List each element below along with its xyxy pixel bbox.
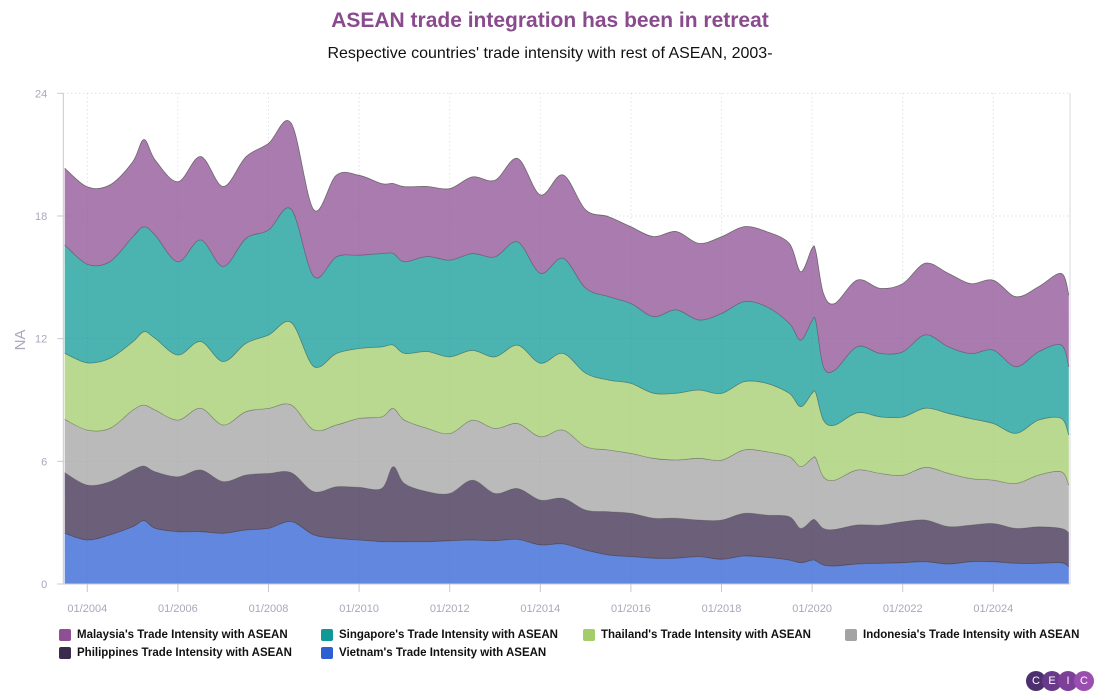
area-thailand[interactable]: [64, 321, 1069, 486]
y-tick-label: 6: [41, 456, 47, 468]
area-singapore[interactable]: [64, 207, 1069, 435]
area-philippines[interactable]: [64, 465, 1069, 567]
logo-letter: C: [1026, 671, 1046, 691]
y-tick-label: 24: [35, 88, 47, 100]
legend-swatch: [59, 647, 71, 659]
x-tick-label: 01/2012: [430, 603, 470, 615]
area-vietnam[interactable]: [64, 520, 1069, 584]
y-axis-label: NA: [12, 330, 29, 351]
logo-letter: I: [1058, 671, 1078, 691]
x-tick-label: 01/2018: [702, 603, 742, 615]
x-tick-label: 01/2020: [792, 603, 832, 615]
legend-label: Vietnam's Trade Intensity with ASEAN: [339, 647, 547, 659]
legend-swatch: [845, 629, 857, 641]
y-tick-label: 12: [35, 334, 47, 346]
legend-swatch: [321, 647, 333, 659]
legend-swatch: [583, 629, 595, 641]
areas: [64, 120, 1070, 584]
legend-item[interactable]: Philippines Trade Intensity with ASEAN: [59, 647, 292, 659]
chart-title: ASEAN trade integration has been in retr…: [331, 9, 769, 32]
legend-label: Philippines Trade Intensity with ASEAN: [77, 647, 292, 659]
x-tick-label: 01/2014: [520, 603, 560, 615]
legend-item[interactable]: Singapore's Trade Intensity with ASEAN: [321, 629, 558, 641]
x-tick-label: 01/2024: [973, 603, 1013, 615]
x-tick-label: 01/2006: [158, 603, 198, 615]
legend-item[interactable]: Thailand's Trade Intensity with ASEAN: [583, 629, 811, 641]
x-tick-label: 01/2010: [339, 603, 379, 615]
area-indonesia[interactable]: [64, 403, 1069, 533]
logo-letter: C: [1074, 671, 1094, 691]
legend-swatch: [59, 629, 71, 641]
y-tick-label: 18: [35, 211, 47, 223]
x-tick-label: 01/2008: [249, 603, 289, 615]
line-malaysia: [64, 120, 1070, 305]
area-malaysia[interactable]: [64, 120, 1069, 373]
legend-label: Malaysia's Trade Intensity with ASEAN: [77, 629, 288, 641]
legend-label: Thailand's Trade Intensity with ASEAN: [601, 629, 811, 641]
chart-subtitle: Respective countries' trade intensity wi…: [327, 45, 773, 62]
legend-item[interactable]: Malaysia's Trade Intensity with ASEAN: [59, 629, 288, 641]
legend-item[interactable]: Indonesia's Trade Intensity with ASEAN: [845, 629, 1079, 641]
legend-swatch: [321, 629, 333, 641]
x-tick-label: 01/2004: [67, 603, 107, 615]
logo-letter: E: [1042, 671, 1062, 691]
legend-label: Indonesia's Trade Intensity with ASEAN: [863, 629, 1080, 641]
legend-item[interactable]: Vietnam's Trade Intensity with ASEAN: [321, 647, 546, 659]
x-tick-label: 01/2022: [883, 603, 923, 615]
legend-label: Singapore's Trade Intensity with ASEAN: [339, 629, 558, 641]
x-tick-label: 01/2016: [611, 603, 651, 615]
axes: 0 6 12 18 24 01/2004 01/2006 01/2008 01/2010 01/2…: [35, 88, 1071, 615]
y-tick-label: 0: [41, 579, 47, 591]
